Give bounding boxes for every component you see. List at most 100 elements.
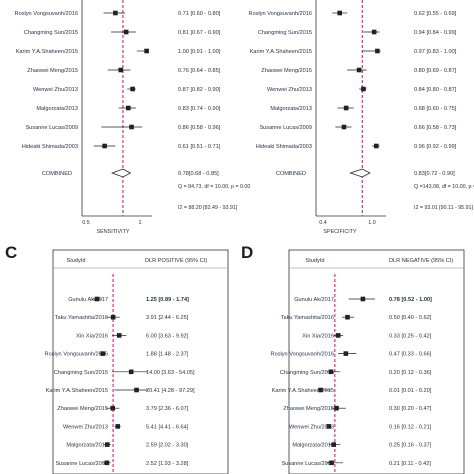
panel-c-point-estimate xyxy=(105,442,110,447)
panel-c-point-estimate xyxy=(116,333,122,338)
panel-d-study-label: Malgorzata/2013 xyxy=(292,443,334,449)
panel-b-combined-ci-text: 0.83[0.72 - 0.90] xyxy=(414,171,455,177)
panel-b-study-label: Roslyn Vongsuvanh/2016 xyxy=(249,11,312,17)
panel-c-col-study: StudyId xyxy=(67,258,86,264)
panel-d-point-estimate xyxy=(345,314,350,320)
panel-c-ci-text: 1.88 [1.48 - 2.37] xyxy=(146,352,189,358)
panel-b-x-tick-1: 1.0 xyxy=(368,220,376,226)
panel-a-point-estimate xyxy=(130,86,135,92)
panel-d-letter: D xyxy=(241,243,253,262)
panel-b-ci-text: 0.80 [0.69 - 0.87] xyxy=(414,68,457,74)
panel-c-col-ci: DLR POSITIVE (95% CI) xyxy=(145,258,207,264)
panel-a-ci-text: 0.76 [0.64 - 0.85] xyxy=(178,68,221,74)
panel-c-study-label: Gunulu Ak/2017 xyxy=(68,297,108,303)
panel-b-point-estimate xyxy=(337,10,342,16)
panel-d-point-estimate xyxy=(343,351,349,356)
panel-c-ci-text: 2.59 [2.02 - 3.30] xyxy=(146,443,189,449)
panel-b-study-label: Wenwei Zhu/2013 xyxy=(267,87,312,93)
panel-c-point-estimate xyxy=(115,424,121,429)
panel-a-point-estimate xyxy=(102,143,107,149)
panel-b-study-label: Karim Y.A.Shaheen/2015 xyxy=(250,49,312,55)
panel-b-ci-text: 0.94 [0.84 - 0.99] xyxy=(414,30,457,36)
panel-a-study-label: Roslyn Vongsuvanh/2016 xyxy=(15,11,78,17)
panel-b-ci-text: 0.96 [0.92 - 0.99] xyxy=(414,144,457,150)
panel-a-heterogeneity-stat: I2 = 88.20 [82.49 - 93.91] xyxy=(178,205,238,211)
panel-a-point-estimate xyxy=(129,124,134,130)
panel-d-ci-text: 0.01 [0.01 - 0.20] xyxy=(389,388,432,394)
panel-b-point-estimate xyxy=(341,124,347,130)
panel-c-study-label: Changming Sun/2015 xyxy=(54,370,108,376)
panel-d-frame xyxy=(288,249,465,474)
panel-b-combined-label: COMBINED xyxy=(276,171,306,177)
panel-c-study-label: Roslyn Vongsuvanh/2016 xyxy=(45,352,108,358)
panel-d-study-label: Wenwei Zhu/2013 xyxy=(289,424,334,430)
panel-a-heterogeneity-stat: Q = 84.73, df = 10.00, p = 0.00 xyxy=(178,184,250,190)
panel-a-study-label: Zhaowei Meng/2015 xyxy=(27,68,78,74)
panel-a-x-tick-1: 1 xyxy=(139,220,142,226)
panel-c-point-estimate xyxy=(128,369,134,375)
panel-c-study-label: Susanne Lucas/2009 xyxy=(55,461,108,467)
panel-d-ci-text: 0.25 [0.16 - 0.37] xyxy=(389,443,432,449)
panel-c-ci-text: 3.91 [2.44 - 6.25] xyxy=(146,315,189,321)
panel-b-specificity: 0.4 1.0 SPECIFICITY xyxy=(315,0,386,235)
panel-a-x-tick-0: 0.5 xyxy=(82,220,90,226)
panel-c-study-label: Zhaowei Meng/2015 xyxy=(57,406,108,412)
panel-a-study-label: Susanne Lucas/2009 xyxy=(25,125,78,131)
panel-a-ci-text: 0.81 [0.67 - 0.90] xyxy=(178,30,221,36)
panel-c-ci-text: 6.00 [3.63 - 9.92] xyxy=(146,333,189,339)
panel-a-study-label: Malgorzata/2013 xyxy=(36,106,78,112)
panel-b-point-estimate xyxy=(375,48,380,54)
panel-b-study-label: Hideaki Shimada/2003 xyxy=(256,144,312,150)
panel-d-ci-text: 0.50 [0.40 - 0.62] xyxy=(389,315,432,321)
panel-d-ci-text: 0.30 [0.20 - 0.47] xyxy=(389,406,432,412)
panel-a-point-estimate xyxy=(126,105,131,111)
panel-a-ci-text: 0.87 [0.82 - 0.90] xyxy=(178,87,221,93)
panel-c-point-estimate xyxy=(134,387,139,393)
panel-b-point-estimate xyxy=(361,86,366,92)
panel-d-ci-text: 0.33 [0.25 - 0.42] xyxy=(389,333,432,339)
panel-b-x-label: SPECIFICITY xyxy=(323,229,357,235)
panel-b-study-label: Changming Sun/2015 xyxy=(258,30,312,36)
panel-c-study-label: Taku Yamashita/2016 xyxy=(55,315,108,321)
panel-b-point-estimate xyxy=(356,67,362,73)
panel-d-ci-text: 0.78 [0.52 - 1.00] xyxy=(389,297,432,303)
panel-b-ci-text: 0.62 [0.55 - 0.69] xyxy=(414,11,457,17)
panel-d-ci-text: 0.16 [0.12 - 0.21] xyxy=(389,424,432,430)
panel-d-point-estimate xyxy=(334,405,339,411)
panel-b-ci-text: 0.68 [0.60 - 0.75] xyxy=(414,106,457,112)
panel-a-study-label: Changming Sun/2015 xyxy=(24,30,78,36)
panel-d-point-estimate xyxy=(318,387,323,393)
panel-d-point-estimate xyxy=(331,442,337,447)
panel-a-ci-text: 0.71 [0.60 - 0.80] xyxy=(178,11,221,17)
panel-c-ci-text: 2.52 [1.93 - 3.28] xyxy=(146,461,189,467)
panel-c-frame xyxy=(52,249,229,474)
panel-d-study-label: Xin Xia/2016 xyxy=(302,333,334,339)
panel-a-study-label: Wenwei Zhu/2013 xyxy=(33,87,78,93)
panel-a-ci-text: 0.86 [0.58 - 0.96] xyxy=(178,125,221,131)
forest-marks: Roslyn Vongsuvanh/2016 0.71 [0.60 - 0.80]… xyxy=(15,0,474,474)
panel-d-point-estimate xyxy=(329,460,334,466)
panel-d-col-ci: DLR NEGATIVE (95% CI) xyxy=(389,258,453,264)
panel-a-ci-text: 0.83 [0.74 - 0.90] xyxy=(178,106,221,112)
panel-d-col-study: StudyId xyxy=(306,258,325,264)
panel-a-point-estimate xyxy=(144,48,149,54)
panel-b-point-estimate xyxy=(343,105,349,111)
panel-a-sensitivity: 0.5 1 SENSITIVITY xyxy=(81,0,152,235)
panel-a-combined-diamond xyxy=(111,168,132,178)
panel-d-point-estimate xyxy=(328,369,334,375)
panel-b-ci-text: 0.97 [0.83 - 1.00] xyxy=(414,49,457,55)
panel-b-combined-diamond xyxy=(349,168,371,178)
panel-d-study-label: Roslyn Vongsuvanh/2016 xyxy=(271,352,334,358)
panel-d-study-label: Zhaowei Meng/2015 xyxy=(283,406,334,412)
panel-c-point-estimate xyxy=(104,460,110,466)
panel-d-study-label: Karim Y.A.Shaheen/2015 xyxy=(272,388,334,394)
panel-b-x-tick-0: 0.4 xyxy=(319,220,327,226)
panel-d-point-estimate xyxy=(335,333,341,338)
panel-a-combined-label: COMBINED xyxy=(42,171,72,177)
panel-c-ci-text: 20.41 [4.28 - 97.29] xyxy=(146,388,195,394)
panel-d-study-label: Taku Yamashita/2016 xyxy=(281,315,334,321)
panel-c-point-estimate xyxy=(110,314,116,320)
panel-d-point-estimate xyxy=(326,424,332,429)
panel-d-study-label: Susanne Lucas/2009 xyxy=(281,461,334,467)
